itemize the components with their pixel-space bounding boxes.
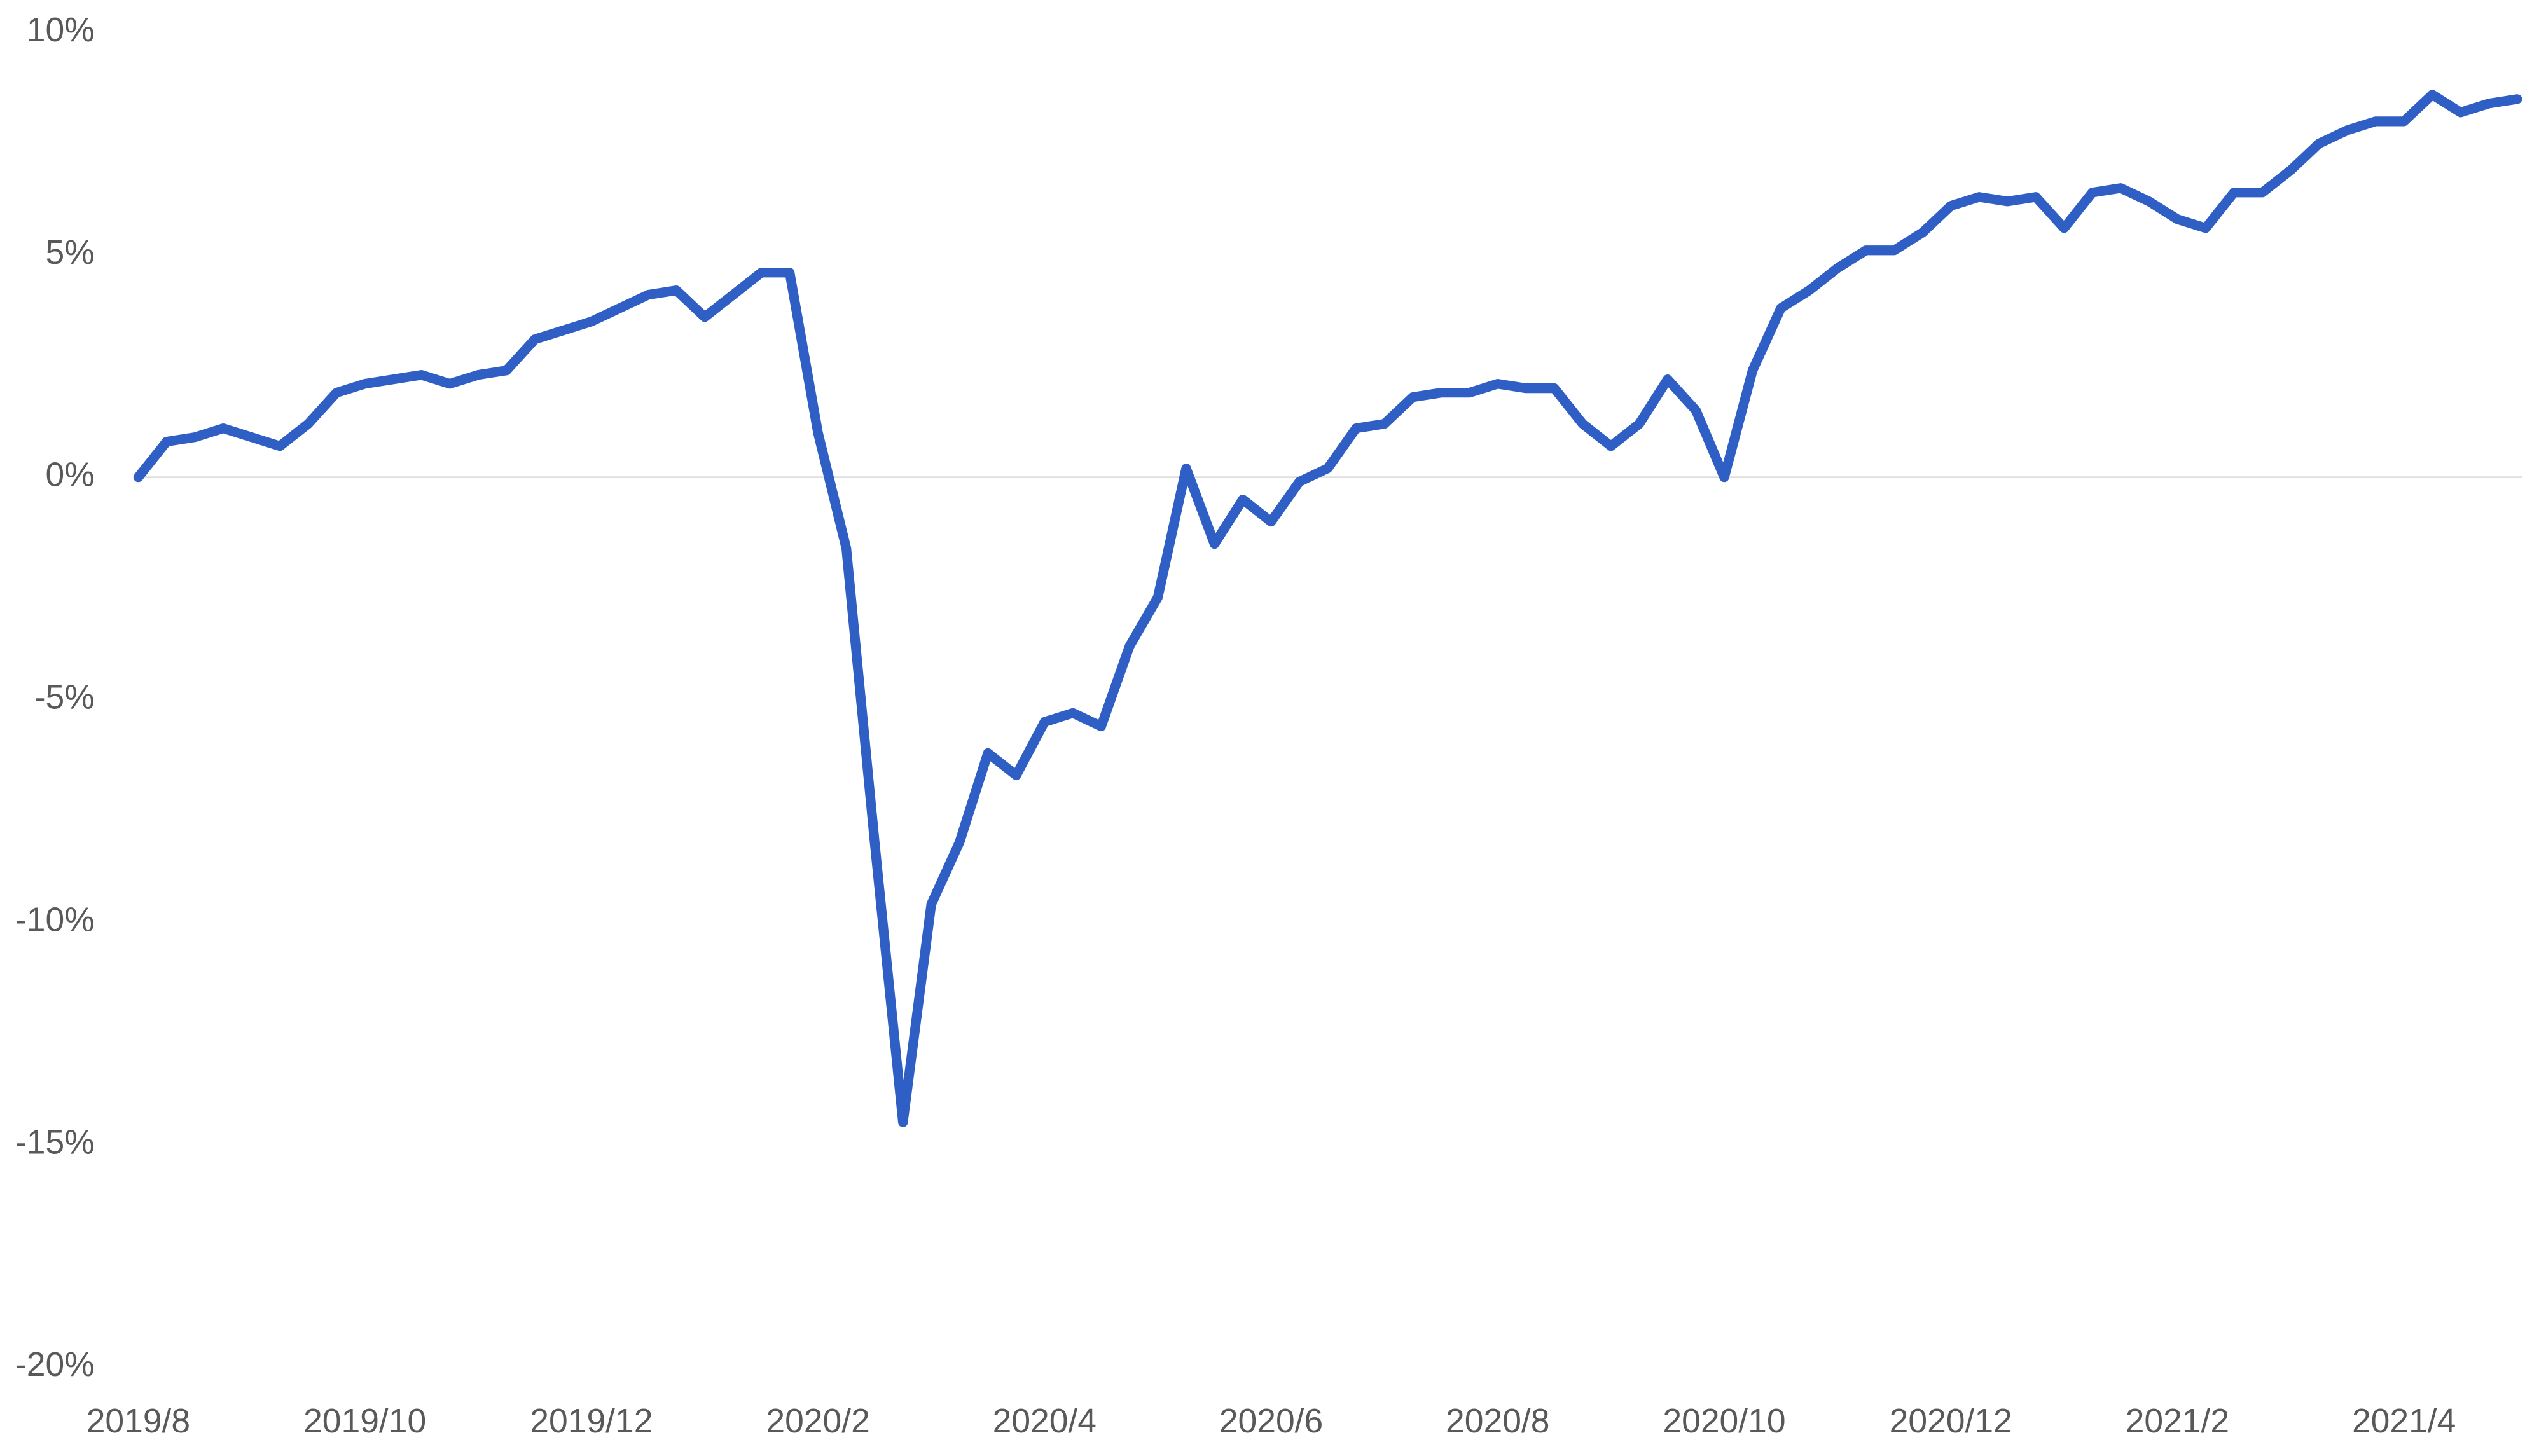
x-tick-label: 2020/4 [993,1403,1097,1440]
y-tick-label: 5% [46,234,95,271]
x-tick-label: 2020/6 [1219,1403,1323,1440]
x-tick-label: 2020/10 [1663,1403,1785,1440]
x-tick-label: 2020/8 [1446,1403,1549,1440]
x-tick-label: 2019/12 [530,1403,653,1440]
x-tick-label: 2021/4 [2352,1403,2456,1440]
y-tick-label: -5% [34,679,95,717]
line [133,90,2522,1127]
x-tick-label: 2021/2 [2126,1403,2229,1440]
y-tick-label: -20% [15,1346,95,1384]
y-tick-label: -15% [15,1123,95,1161]
y-tick-label: -10% [15,901,95,938]
y-tick-label: 10% [27,11,95,49]
x-tick-label: 2019/10 [303,1403,426,1440]
x-tick-label: 2019/8 [86,1403,190,1440]
x-tick-label: 2020/2 [766,1403,869,1440]
y-tick-label: 0% [46,457,95,494]
x-tick-label: 2020/12 [1890,1403,2012,1440]
